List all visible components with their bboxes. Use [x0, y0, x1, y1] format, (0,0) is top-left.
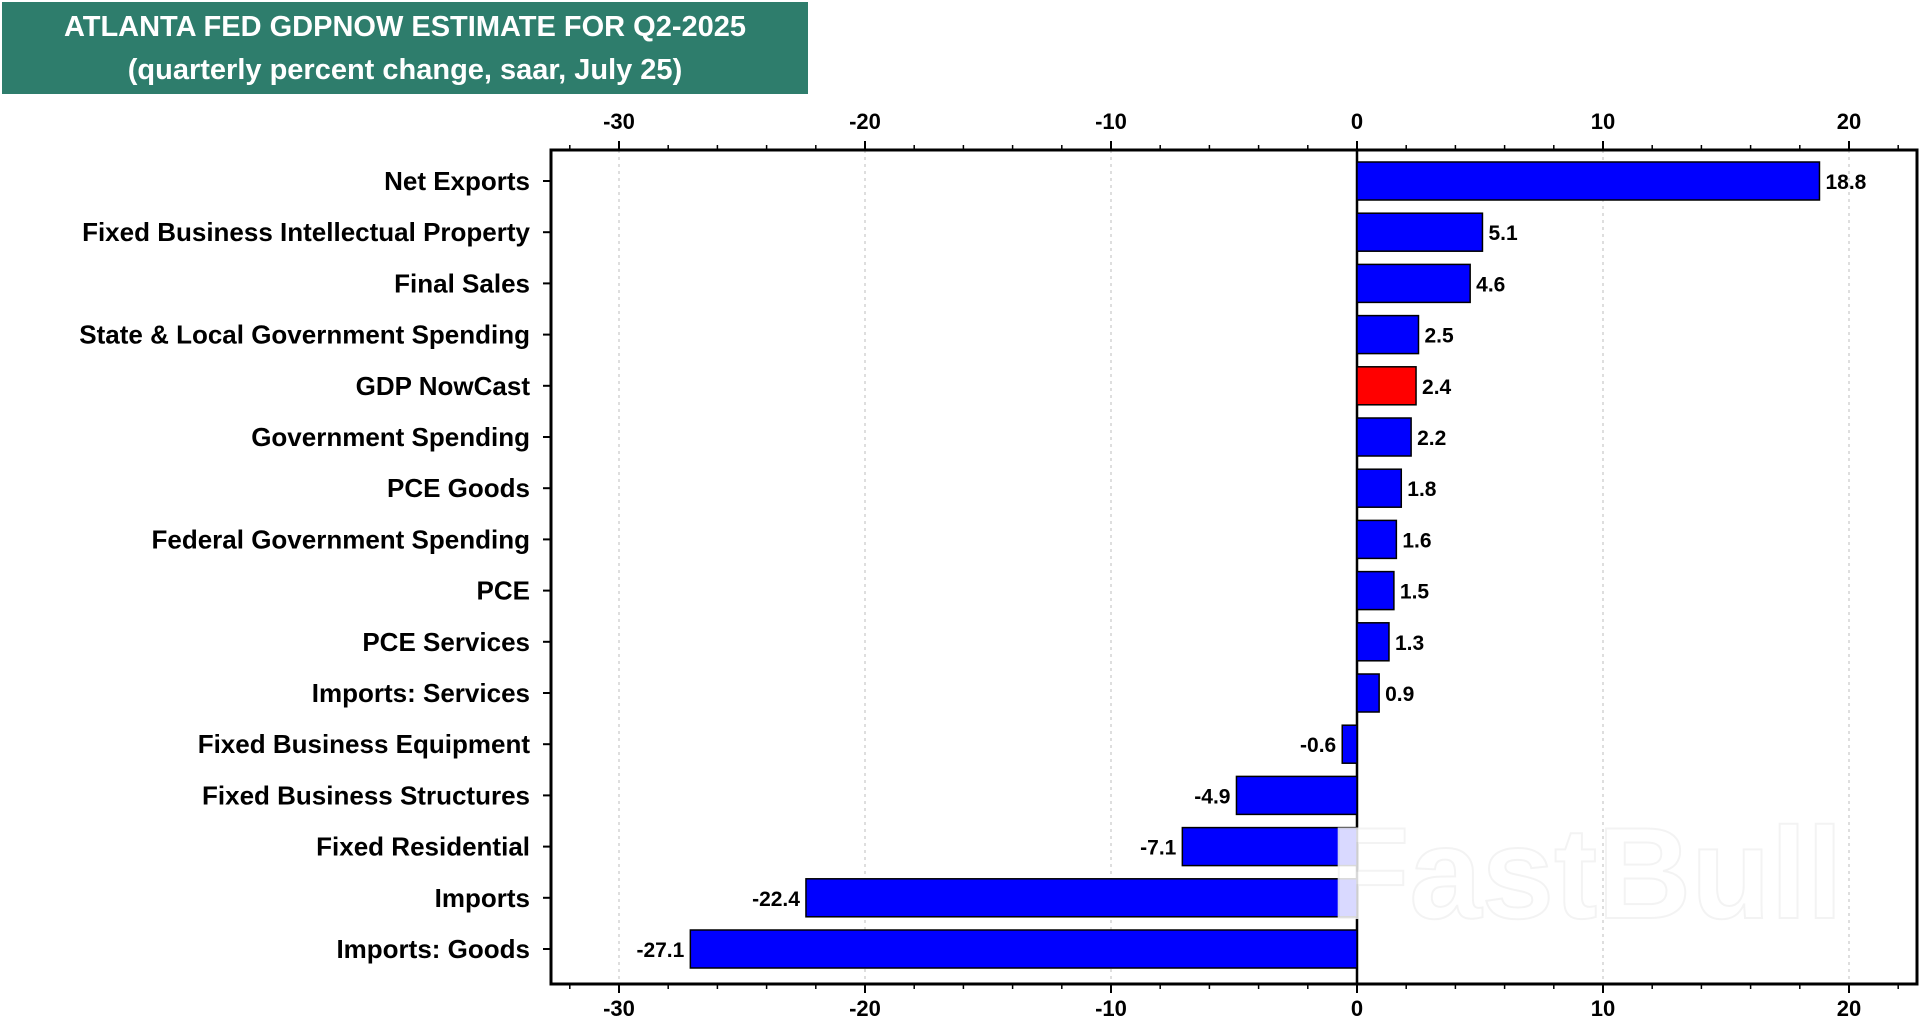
bar [1356, 673, 1380, 713]
data-label: 4.6 [1476, 273, 1505, 296]
bar [1356, 570, 1395, 611]
category-label: Federal Government Spending [151, 524, 530, 554]
category-label: Fixed Business Equipment [198, 729, 531, 759]
category-label: Net Exports [384, 166, 530, 196]
bar [1356, 366, 1417, 406]
x-tick-label-top: 20 [1837, 109, 1861, 134]
x-tick-label-bottom: -10 [1095, 996, 1127, 1021]
category-label: State & Local Government Spending [79, 320, 530, 350]
category-label: Final Sales [394, 268, 530, 298]
bars [689, 161, 1821, 969]
x-tick-label-bottom: -30 [603, 996, 635, 1021]
data-label: 1.3 [1395, 632, 1424, 655]
chart-title: ATLANTA FED GDPNOW ESTIMATE FOR Q2-2025 [63, 11, 747, 43]
labels: -30 -30 -20 -20 -10 -10 0 0 10 10 20 20 Net Exports 1… [79, 109, 1866, 1021]
data-label: 2.4 [1422, 376, 1452, 399]
x-tick-label-top: 10 [1591, 109, 1615, 134]
bar [1341, 724, 1358, 764]
data-label: -0.6 [1300, 734, 1336, 757]
data-label: 2.2 [1417, 427, 1446, 450]
x-tick-label-top: -30 [603, 109, 635, 134]
data-label: 2.5 [1425, 325, 1455, 348]
category-label: Imports [435, 883, 530, 913]
bar [1356, 263, 1471, 304]
data-label: 0.9 [1385, 683, 1414, 706]
bar [689, 929, 1358, 969]
x-tick-label-top: 0 [1351, 109, 1363, 134]
x-tick-label-bottom: -20 [849, 996, 881, 1021]
bar [1356, 212, 1484, 252]
x-tick-label-top: -20 [849, 109, 881, 134]
x-tick-label-bottom: 20 [1837, 996, 1861, 1021]
data-label: -22.4 [752, 888, 800, 911]
category-label: GDP NowCast [356, 371, 531, 401]
data-label: 5.1 [1488, 222, 1518, 245]
x-tick-label-bottom: 10 [1591, 996, 1615, 1021]
category-label: Fixed Business Structures [202, 780, 530, 810]
x-tick-label-bottom: 0 [1351, 996, 1363, 1021]
bar [1181, 826, 1358, 867]
category-label: Fixed Residential [316, 832, 530, 862]
bar [1235, 775, 1358, 816]
category-label: Imports: Services [312, 678, 530, 708]
data-label: -4.9 [1194, 785, 1230, 808]
plot-frame [549, 148, 1919, 986]
data-label: -27.1 [636, 939, 684, 962]
bar [1356, 622, 1390, 662]
bar [1356, 468, 1403, 508]
bar [1356, 519, 1398, 560]
chart-title-box: ATLANTA FED GDPNOW ESTIMATE FOR Q2-2025 … [2, 2, 808, 94]
category-label: PCE Goods [387, 473, 530, 503]
x-tick-label-top: -10 [1095, 109, 1127, 134]
data-label: 18.8 [1825, 171, 1866, 194]
data-label: -7.1 [1140, 837, 1177, 860]
bar [805, 878, 1358, 918]
chart-subtitle: (quarterly percent change, saar, July 25… [127, 54, 683, 86]
category-label: PCE Services [362, 627, 530, 657]
watermark-logo: FastBull [1330, 800, 1843, 946]
category-label: PCE [477, 576, 530, 606]
bar [1356, 161, 1821, 201]
data-label: 1.8 [1407, 478, 1437, 501]
data-label: 1.6 [1402, 529, 1431, 552]
category-label: Imports: Goods [336, 934, 530, 964]
category-label: Government Spending [251, 422, 530, 452]
data-label: 1.5 [1400, 581, 1430, 604]
category-label: Fixed Business Intellectual Property [82, 217, 530, 247]
bar [1356, 314, 1420, 355]
bar [1356, 417, 1412, 457]
